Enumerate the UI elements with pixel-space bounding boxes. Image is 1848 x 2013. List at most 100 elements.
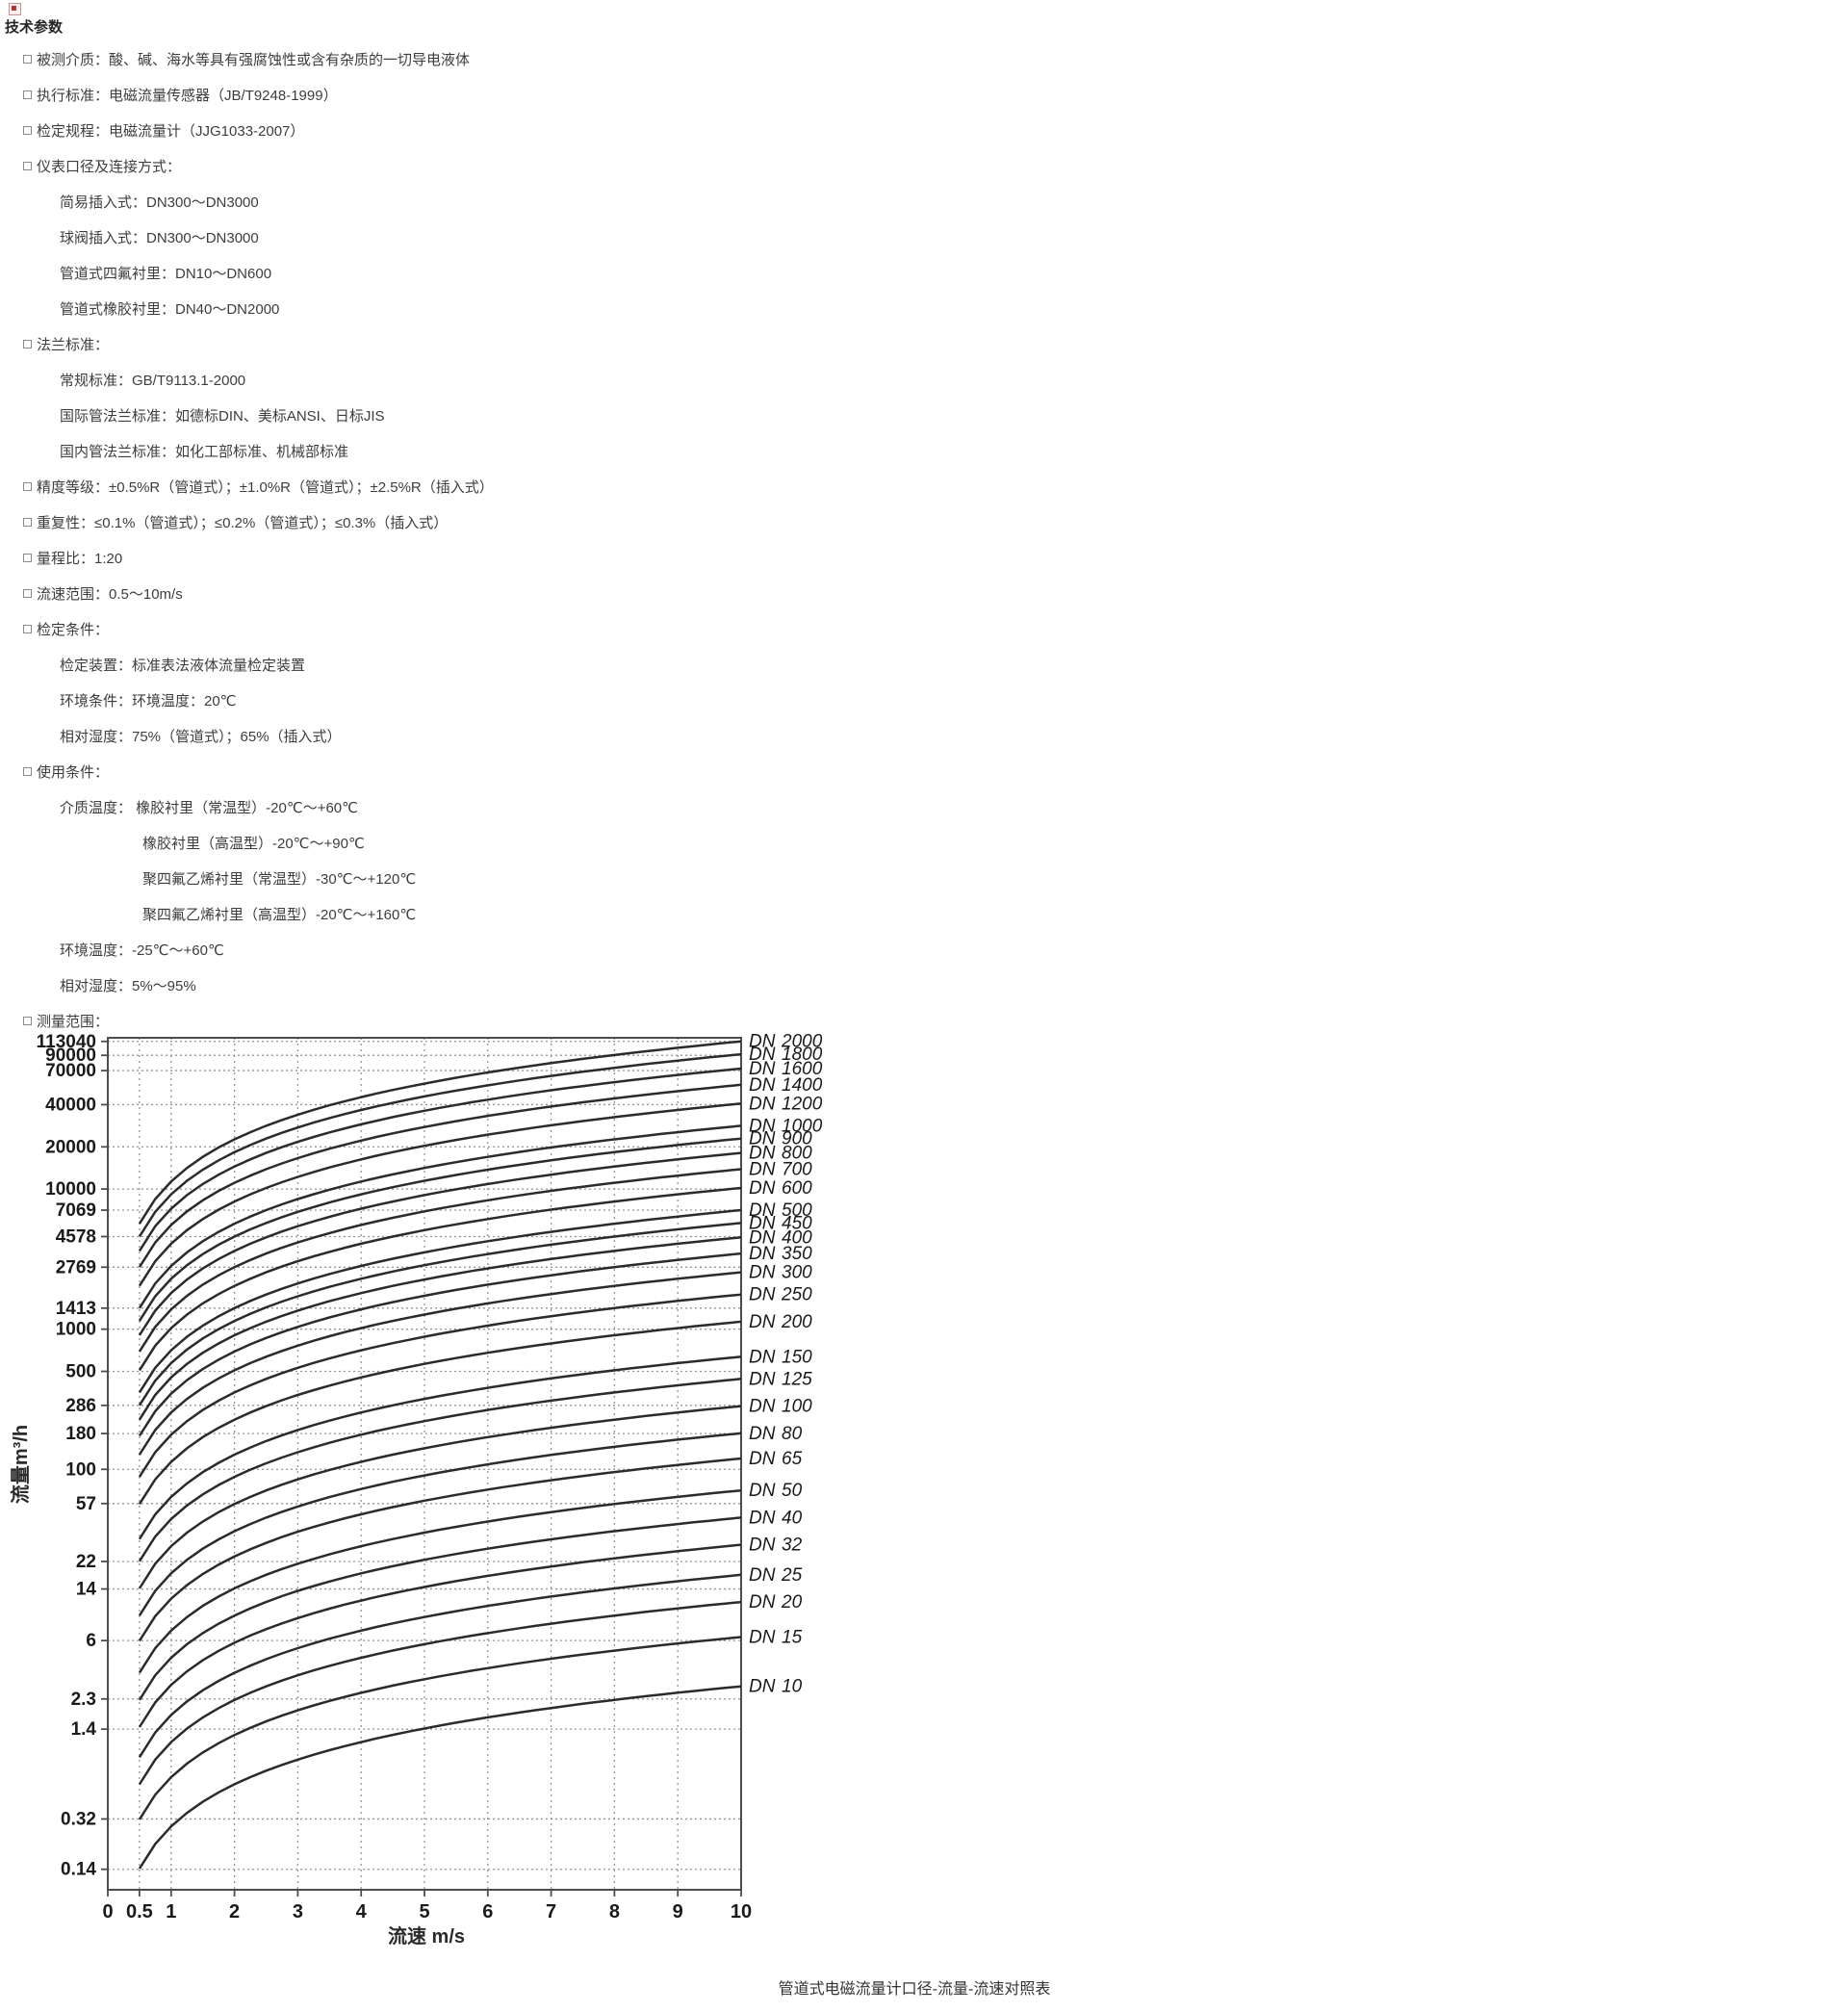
dn-series-line bbox=[138, 1320, 742, 1505]
spec-line: 仪表口径及连接方式： bbox=[0, 149, 1155, 185]
dn-series-label: DN 150 bbox=[749, 1347, 812, 1367]
spec-text: 相对湿度：5%～95% bbox=[60, 978, 196, 994]
spec-line: 聚四氟乙烯衬里（常温型）-30℃～+120℃ bbox=[0, 862, 1155, 897]
square-bullet-icon bbox=[23, 126, 32, 135]
x-tick-label: 9 bbox=[673, 1901, 683, 1923]
spec-text: 使用条件： bbox=[37, 764, 110, 781]
dn-series-label: DN 1000 bbox=[749, 1116, 823, 1136]
square-bullet-icon bbox=[23, 625, 32, 633]
dn-series-line bbox=[138, 1168, 742, 1353]
dn-series-label: DN 400 bbox=[749, 1227, 812, 1248]
dn-series-label: DN 1200 bbox=[749, 1094, 823, 1114]
square-bullet-icon bbox=[23, 55, 32, 64]
dn-series-label: DN 600 bbox=[749, 1178, 812, 1199]
dn-series-line bbox=[138, 1432, 742, 1616]
dn-series-label: DN 800 bbox=[749, 1144, 812, 1164]
spec-line: 橡胶衬里（高温型）-20℃～+90℃ bbox=[0, 826, 1155, 862]
dn-series-line bbox=[138, 1685, 742, 1870]
dn-series-label: DN 1400 bbox=[749, 1075, 823, 1096]
spec-line: 检定装置：标准表法液体流量检定装置 bbox=[0, 648, 1155, 684]
square-bullet-icon bbox=[23, 518, 32, 527]
y-tick-label: 4578 bbox=[56, 1227, 96, 1248]
dn-series-label: DN 125 bbox=[749, 1369, 812, 1389]
square-bullet-icon bbox=[23, 90, 32, 99]
x-tick-label: 6 bbox=[482, 1901, 493, 1923]
y-tick-label: 70000 bbox=[45, 1061, 96, 1081]
page-title: 技术参数 bbox=[5, 19, 64, 36]
dn-series-label: DN 32 bbox=[749, 1536, 803, 1556]
spec-line: 球阀插入式：DN300～DN3000 bbox=[0, 220, 1155, 256]
dn-series-line bbox=[138, 1124, 742, 1309]
spec-text: 橡胶衬里（高温型）-20℃～+90℃ bbox=[142, 836, 365, 852]
y-axis-label: 流量m³/h bbox=[9, 1425, 32, 1504]
dn-series-label: DN 350 bbox=[749, 1244, 812, 1264]
square-bullet-icon bbox=[23, 482, 32, 491]
spec-line: 执行标准：电磁流量传感器（JB/T9248-1999） bbox=[0, 78, 1155, 114]
dn-series-line bbox=[138, 1378, 742, 1562]
dn-series-line bbox=[138, 1457, 742, 1642]
square-bullet-icon bbox=[23, 162, 32, 170]
x-tick-label: 3 bbox=[293, 1901, 303, 1923]
flow-chart: 113040 90000 70000 40000 20000 10000 7069 4578 2… bbox=[0, 1020, 886, 1974]
y-tick-label: 2.3 bbox=[71, 1690, 96, 1710]
spec-line: 相对湿度：5%～95% bbox=[0, 968, 1155, 1004]
spec-text: 检定规程：电磁流量计（JJG1033-2007） bbox=[37, 123, 305, 140]
square-bullet-icon bbox=[23, 554, 32, 562]
spec-text: 简易插入式：DN300～DN3000 bbox=[60, 194, 259, 211]
dn-series-label: DN 80 bbox=[749, 1424, 803, 1444]
dn-series-line bbox=[138, 1208, 742, 1394]
y-tick-label: 57 bbox=[76, 1494, 96, 1514]
spec-line: 法兰标准： bbox=[0, 327, 1155, 363]
dn-series-label: DN 100 bbox=[749, 1397, 812, 1417]
x-tick-label: 8 bbox=[609, 1901, 620, 1923]
y-tick-label: 0.32 bbox=[61, 1809, 96, 1829]
dn-series-label: DN 2000 bbox=[749, 1032, 823, 1052]
x-tick-label: 0.5 bbox=[126, 1901, 153, 1923]
dn-series-label: DN 700 bbox=[749, 1159, 812, 1179]
x-tick-label: 1 bbox=[166, 1901, 176, 1923]
broken-image-icon bbox=[9, 3, 21, 15]
square-bullet-icon bbox=[23, 340, 32, 348]
dn-series-line bbox=[138, 1355, 742, 1540]
y-tick-label: 6 bbox=[86, 1631, 96, 1651]
y-tick-label: 10000 bbox=[45, 1179, 96, 1200]
spec-line: 管道式橡胶衬里：DN40～DN2000 bbox=[0, 292, 1155, 327]
spec-line: 简易插入式：DN300～DN3000 bbox=[0, 185, 1155, 220]
spec-text: 聚四氟乙烯衬里（常温型）-30℃～+120℃ bbox=[142, 871, 417, 888]
spec-line: 国内管法兰标准：如化工部标准、机械部标准 bbox=[0, 434, 1155, 470]
dn-series-line bbox=[138, 1222, 742, 1407]
spec-text: 常规标准：GB/T9113.1-2000 bbox=[60, 373, 246, 389]
spec-line: 管道式四氟衬里：DN10～DN600 bbox=[0, 256, 1155, 292]
spec-text: 管道式橡胶衬里：DN40～DN2000 bbox=[60, 301, 280, 318]
dn-series-line bbox=[138, 1543, 742, 1728]
dn-series-line bbox=[138, 1271, 742, 1456]
x-axis-label: 流速 m/s bbox=[388, 1924, 465, 1948]
dn-series-line bbox=[138, 1083, 742, 1268]
y-tick-label: 1000 bbox=[56, 1320, 96, 1340]
dn-series-line bbox=[138, 1052, 742, 1238]
dn-series-line bbox=[138, 1186, 742, 1372]
y-tick-label: 0.14 bbox=[61, 1860, 96, 1880]
dn-series-line bbox=[138, 1516, 742, 1701]
spec-text: 检定装置：标准表法液体流量检定装置 bbox=[60, 658, 306, 674]
chart-caption: 管道式电磁流量计口径-流量-流速对照表 bbox=[778, 1981, 1051, 1998]
dn-series-label: DN 50 bbox=[749, 1481, 803, 1501]
spec-line: 检定规程：电磁流量计（JJG1033-2007） bbox=[0, 114, 1155, 149]
spec-line: 相对湿度：75%（管道式）；65%（插入式） bbox=[0, 719, 1155, 755]
dn-series-line bbox=[138, 1040, 742, 1225]
square-bullet-icon bbox=[23, 1017, 32, 1025]
dn-series-label: DN 250 bbox=[749, 1285, 812, 1305]
y-tick-label: 1413 bbox=[56, 1299, 96, 1319]
dn-series-line bbox=[138, 1252, 742, 1437]
flow-velocity-chart-svg: 1130409000070000400002000010000706945782… bbox=[9, 1032, 823, 1948]
y-tick-label: 14 bbox=[76, 1580, 97, 1600]
spec-text: 法兰标准： bbox=[37, 337, 110, 353]
y-tick-label: 500 bbox=[65, 1362, 96, 1382]
dn-series-line bbox=[138, 1151, 742, 1336]
dn-series-label: DN 40 bbox=[749, 1508, 803, 1528]
spec-text: 国内管法兰标准：如化工部标准、机械部标准 bbox=[60, 444, 349, 460]
y-tick-label: 113040 bbox=[37, 1032, 96, 1052]
x-tick-label: 2 bbox=[229, 1901, 240, 1923]
dn-series-label: DN 1600 bbox=[749, 1059, 823, 1079]
